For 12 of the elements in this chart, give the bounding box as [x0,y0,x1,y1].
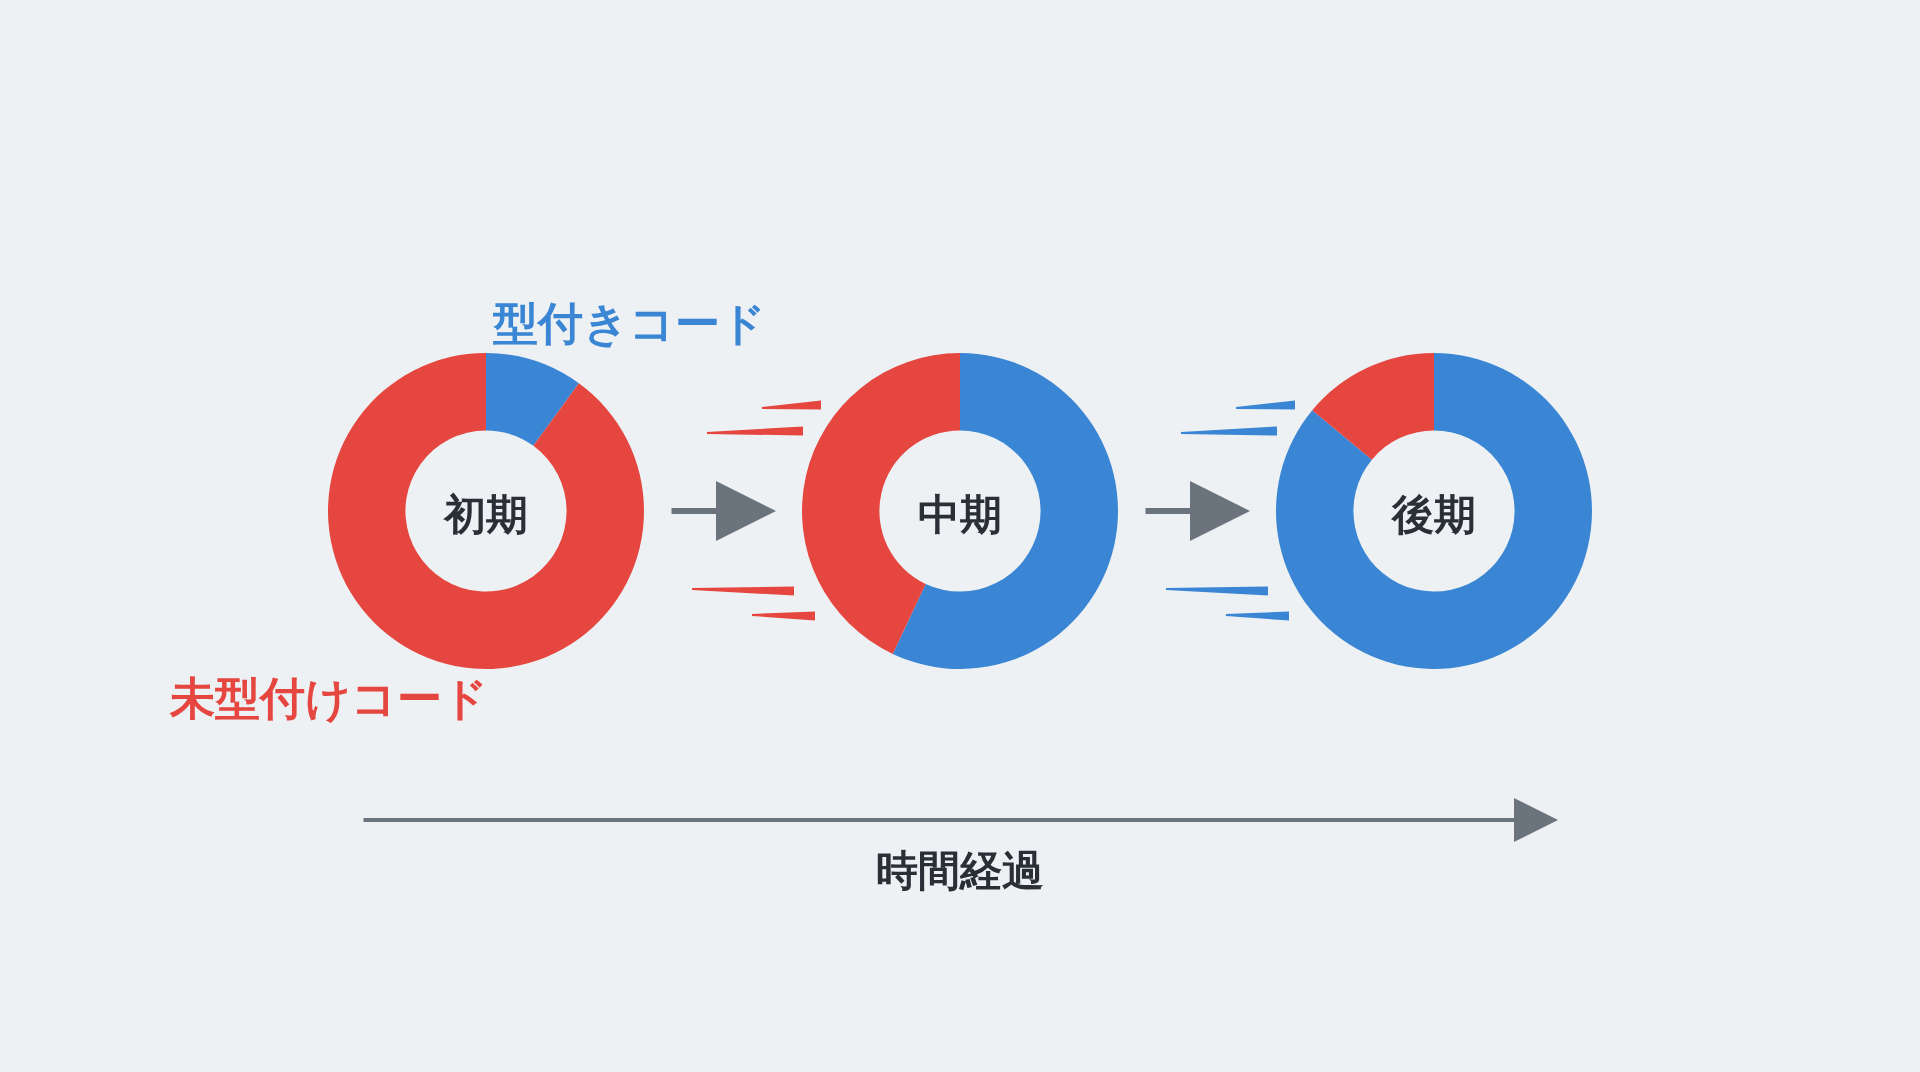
slice-label: 未型付けコード [169,672,488,725]
donut-slice [892,353,1118,669]
text: 後期 [1390,489,1476,539]
slice-label: 型付きコード [492,297,766,350]
donut-slice [1276,353,1592,669]
text: 中期 [918,489,1002,539]
text: 時間経過 [876,846,1044,895]
donut-slice [486,353,579,446]
donut-slice [802,353,960,654]
donut-slice [1312,353,1434,460]
donut-slice [328,353,644,669]
text: 初期 [442,489,528,539]
